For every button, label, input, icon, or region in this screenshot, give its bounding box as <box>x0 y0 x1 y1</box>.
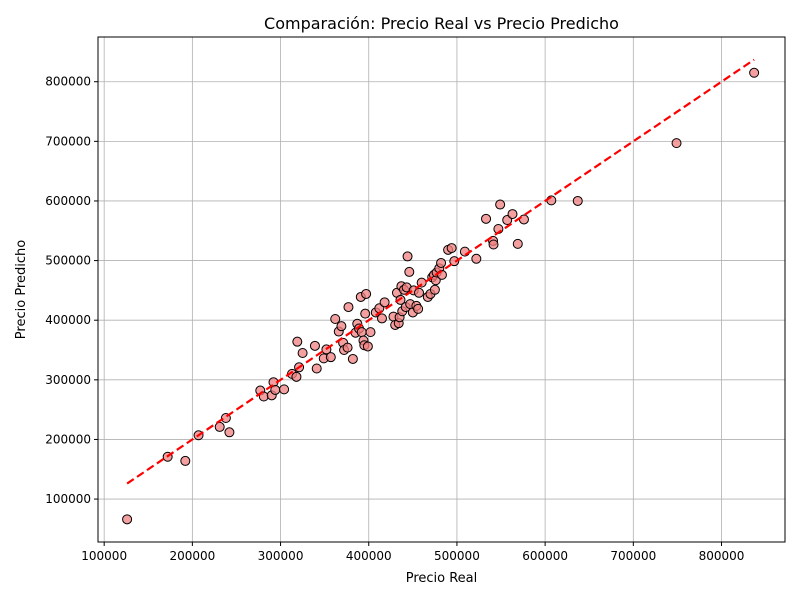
ticks-layer: 100000 200000 300000 400000 500000 600000 7000… <box>45 75 744 563</box>
x-tick-label: 400000 <box>346 549 392 563</box>
ideal-prediction-line <box>126 58 755 485</box>
data-point <box>379 297 390 308</box>
data-point <box>361 288 372 299</box>
x-tick-label: 100000 <box>81 549 127 563</box>
data-point <box>512 238 523 249</box>
data-point <box>224 427 235 438</box>
data-point <box>449 256 460 267</box>
x-tick-label: 200000 <box>169 549 215 563</box>
data-point <box>446 243 457 254</box>
data-point <box>436 257 447 268</box>
data-point <box>311 363 322 374</box>
data-point <box>360 308 371 319</box>
y-tick-label: 600000 <box>45 194 91 208</box>
y-tick-label: 500000 <box>45 254 91 268</box>
x-tick-label: 600000 <box>522 549 568 563</box>
data-point <box>572 195 583 206</box>
ideal-line-layer <box>126 58 755 485</box>
y-tick-label: 800000 <box>45 75 91 89</box>
x-axis-label: Precio Real <box>406 571 478 586</box>
data-point <box>413 303 424 314</box>
data-point <box>336 321 347 332</box>
data-point <box>214 421 225 432</box>
y-tick-label: 100000 <box>45 492 91 506</box>
data-point <box>671 138 682 149</box>
data-point <box>481 213 492 224</box>
data-point <box>402 251 413 262</box>
x-tick-label: 300000 <box>258 549 304 563</box>
data-point <box>356 327 367 338</box>
data-point <box>376 313 387 324</box>
data-point <box>362 341 373 352</box>
data-point <box>365 327 376 338</box>
x-tick-label: 700000 <box>610 549 656 563</box>
data-point <box>342 342 353 353</box>
data-point <box>495 199 506 210</box>
data-point <box>279 384 290 395</box>
data-point <box>347 353 358 364</box>
y-tick-label: 300000 <box>45 373 91 387</box>
x-tick-label: 500000 <box>434 549 480 563</box>
data-point <box>488 239 499 250</box>
data-point <box>330 314 341 325</box>
y-axis-label: Precio Predicho <box>14 240 29 339</box>
data-point <box>343 302 354 313</box>
data-point <box>404 266 415 277</box>
x-tick-label: 800000 <box>699 549 745 563</box>
data-point <box>309 340 320 351</box>
chart-title: Comparación: Precio Real vs Precio Predi… <box>264 14 619 33</box>
data-point <box>749 67 760 78</box>
data-point <box>291 371 302 382</box>
data-point <box>180 455 191 466</box>
y-tick-label: 400000 <box>45 313 91 327</box>
grid-layer <box>98 37 785 542</box>
data-point <box>471 253 482 264</box>
y-tick-label: 700000 <box>45 134 91 148</box>
plot-frame <box>97 36 786 543</box>
data-point <box>429 284 440 295</box>
data-point <box>507 209 518 220</box>
data-point <box>325 352 336 363</box>
data-point <box>122 514 133 525</box>
data-point <box>297 347 308 358</box>
data-point <box>414 287 425 298</box>
y-tick-label: 200000 <box>45 432 91 446</box>
data-point <box>292 336 303 347</box>
data-point <box>459 246 470 257</box>
